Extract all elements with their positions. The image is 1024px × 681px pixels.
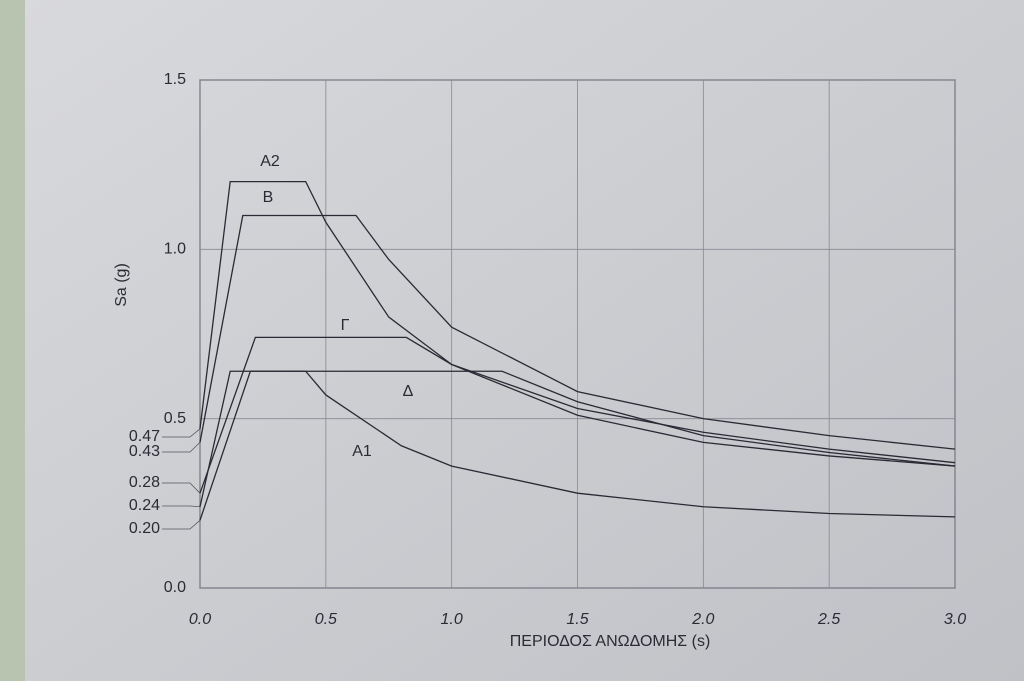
series-line [199,214,956,450]
y-tick-label: 1.5 [164,71,186,88]
y-marker-label: 0.43 [129,443,160,460]
x-axis-label: ΠΕΡΙΟΔΟΣ ΑΝΩΔΟΜΗΣ (s) [510,633,711,650]
x-tick-label: 1.5 [566,611,588,628]
x-tick-label: 2.5 [817,611,840,628]
series-label: Γ [341,317,350,334]
y-marker-leader [162,505,201,508]
y-tick-label: 1.0 [164,241,186,258]
y-axis-label: Sa (g) [113,263,130,307]
x-tick-label: 3.0 [944,611,966,628]
series-label: Δ [403,383,414,400]
series-line [199,370,956,521]
series-line [199,370,956,507]
series-label: B [263,189,274,206]
y-marker-label: 0.20 [129,520,160,537]
y-marker-label: 0.47 [129,428,160,445]
y-marker-leader [162,482,201,494]
paper-edge [0,0,25,681]
y-marker-label: 0.28 [129,474,160,491]
y-marker-leader [162,428,201,438]
y-marker-label: 0.24 [129,497,160,514]
series-line [199,180,956,464]
y-tick-label: 0.5 [164,410,186,427]
y-marker-leader [162,519,201,530]
paper [25,0,1024,681]
y-marker-leader [162,442,201,453]
x-tick-label: 0.5 [315,611,337,628]
series-line [199,336,956,494]
x-tick-label: 0.0 [189,611,211,628]
x-tick-label: 1.0 [441,611,463,628]
x-tick-label: 2.0 [691,611,714,628]
series-label: A1 [352,443,372,460]
series-label: A2 [260,153,280,170]
y-tick-label: 0.0 [164,579,186,596]
